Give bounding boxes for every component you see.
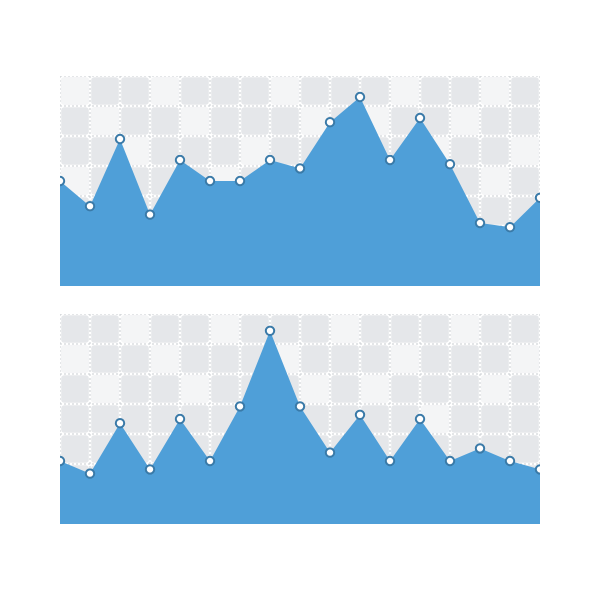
marker-point [506,457,514,465]
marker-point [296,402,304,410]
marker-point [266,327,274,335]
chart-panel-1 [60,76,540,286]
marker-point [146,210,154,218]
marker-point [266,156,274,164]
marker-point [356,93,364,101]
marker-point [416,415,424,423]
marker-point [536,465,540,473]
marker-point [176,415,184,423]
marker-point [356,411,364,419]
marker-point [236,177,244,185]
chart-svg [60,314,540,524]
marker-point [176,156,184,164]
marker-point [206,177,214,185]
marker-point [116,135,124,143]
marker-point [86,202,94,210]
marker-point [60,177,64,185]
marker-point [446,160,454,168]
marker-point [326,448,334,456]
chart-panel-2 [60,314,540,524]
chart-svg [60,76,540,286]
marker-point [476,444,484,452]
marker-point [60,457,64,465]
marker-point [236,402,244,410]
marker-point [206,457,214,465]
marker-point [536,194,540,202]
marker-point [476,219,484,227]
marker-point [116,419,124,427]
marker-point [326,118,334,126]
marker-point [86,469,94,477]
page [0,0,600,600]
marker-point [296,164,304,172]
marker-point [386,457,394,465]
marker-point [446,457,454,465]
marker-point [146,465,154,473]
marker-point [386,156,394,164]
marker-point [506,223,514,231]
marker-point [416,114,424,122]
